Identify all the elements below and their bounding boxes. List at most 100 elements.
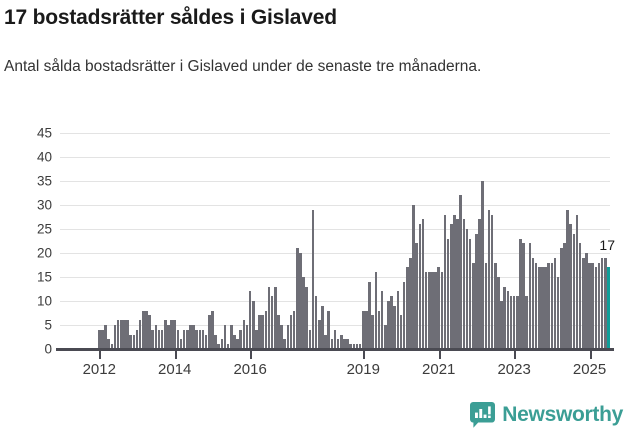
bar[interactable] xyxy=(528,243,532,349)
bar[interactable] xyxy=(327,310,330,349)
bar[interactable] xyxy=(270,296,274,349)
bar[interactable] xyxy=(167,325,170,349)
bar[interactable] xyxy=(195,329,198,349)
bar[interactable] xyxy=(421,219,425,349)
bar[interactable] xyxy=(531,257,535,349)
bar[interactable] xyxy=(211,310,214,349)
bar[interactable] xyxy=(151,329,154,349)
newsworthy-logo[interactable]: Newsworthy xyxy=(470,402,623,428)
bar[interactable] xyxy=(119,320,123,349)
bar[interactable] xyxy=(380,291,384,349)
bar[interactable] xyxy=(110,344,114,349)
bar[interactable] xyxy=(506,291,510,349)
bar[interactable] xyxy=(330,339,334,349)
bar[interactable] xyxy=(512,296,516,349)
bar[interactable] xyxy=(534,262,538,349)
bar[interactable] xyxy=(204,334,208,349)
bar[interactable] xyxy=(355,344,359,349)
bar[interactable] xyxy=(132,334,136,349)
bar[interactable] xyxy=(135,329,139,349)
bar[interactable] xyxy=(449,224,453,349)
bar[interactable] xyxy=(484,262,488,349)
bar[interactable] xyxy=(553,257,557,349)
bar[interactable] xyxy=(537,267,541,349)
bar[interactable] xyxy=(566,209,569,349)
bar[interactable] xyxy=(349,344,352,349)
bar[interactable] xyxy=(481,181,484,349)
bar[interactable] xyxy=(500,301,503,349)
bar[interactable] xyxy=(141,310,145,349)
bar[interactable] xyxy=(299,253,302,349)
bar[interactable] xyxy=(427,272,431,349)
bar[interactable] xyxy=(314,296,318,349)
bar[interactable] xyxy=(163,320,167,349)
bar[interactable] xyxy=(258,315,261,349)
bar[interactable] xyxy=(311,209,315,349)
bar[interactable] xyxy=(192,325,195,349)
bar[interactable] xyxy=(280,325,283,349)
bar[interactable] xyxy=(588,262,591,349)
bar[interactable] xyxy=(123,320,126,349)
bar[interactable] xyxy=(242,320,246,349)
bar[interactable] xyxy=(550,262,554,349)
bar[interactable] xyxy=(173,320,176,349)
bar[interactable] xyxy=(214,334,217,349)
bar[interactable] xyxy=(569,224,572,349)
bar[interactable] xyxy=(493,262,497,349)
bar[interactable] xyxy=(129,334,132,349)
bar[interactable] xyxy=(603,257,607,349)
bar[interactable] xyxy=(305,286,308,349)
bar[interactable] xyxy=(148,315,151,349)
bar[interactable] xyxy=(324,334,327,349)
bar[interactable] xyxy=(515,296,519,349)
bar[interactable] xyxy=(182,329,186,349)
bar[interactable] xyxy=(358,344,362,349)
bar[interactable] xyxy=(145,310,148,349)
bar[interactable] xyxy=(390,296,393,349)
bar[interactable] xyxy=(591,262,594,349)
bar[interactable] xyxy=(217,344,220,349)
bar[interactable] xyxy=(597,262,601,349)
bar[interactable] xyxy=(547,262,550,349)
bar[interactable] xyxy=(607,267,610,349)
bar[interactable] xyxy=(321,305,324,349)
bar[interactable] xyxy=(519,238,522,349)
bar[interactable] xyxy=(292,310,296,349)
bar[interactable] xyxy=(594,267,598,349)
bar[interactable] xyxy=(465,229,469,349)
bar[interactable] xyxy=(544,267,547,349)
bar[interactable] xyxy=(525,296,528,349)
bar[interactable] xyxy=(104,325,107,349)
bar[interactable] xyxy=(578,243,582,349)
bar[interactable] xyxy=(233,334,236,349)
bar[interactable] xyxy=(503,286,506,349)
bar[interactable] xyxy=(556,277,560,349)
bar[interactable] xyxy=(402,281,406,349)
bar[interactable] xyxy=(459,195,462,349)
bar[interactable] xyxy=(490,214,494,349)
bar[interactable] xyxy=(365,310,368,349)
bar[interactable] xyxy=(471,262,475,349)
bar[interactable] xyxy=(185,329,189,349)
bar[interactable] xyxy=(189,325,192,349)
bar[interactable] xyxy=(352,344,356,349)
bar[interactable] xyxy=(179,339,183,349)
bar[interactable] xyxy=(383,325,387,349)
bar[interactable] xyxy=(462,219,466,349)
bar[interactable] xyxy=(497,277,500,349)
bar[interactable] xyxy=(437,267,440,349)
bar[interactable] xyxy=(399,315,403,349)
bar[interactable] xyxy=(563,243,566,349)
bar[interactable] xyxy=(223,325,227,349)
bar[interactable] xyxy=(336,339,340,349)
bar[interactable] xyxy=(273,286,277,349)
bar[interactable] xyxy=(101,329,104,349)
bar[interactable] xyxy=(248,291,252,349)
bar[interactable] xyxy=(396,291,400,349)
bar[interactable] xyxy=(339,334,343,349)
bar[interactable] xyxy=(412,205,415,349)
bar[interactable] xyxy=(267,286,271,349)
bar[interactable] xyxy=(157,329,161,349)
bar[interactable] xyxy=(160,329,164,349)
bar[interactable] xyxy=(97,329,101,349)
